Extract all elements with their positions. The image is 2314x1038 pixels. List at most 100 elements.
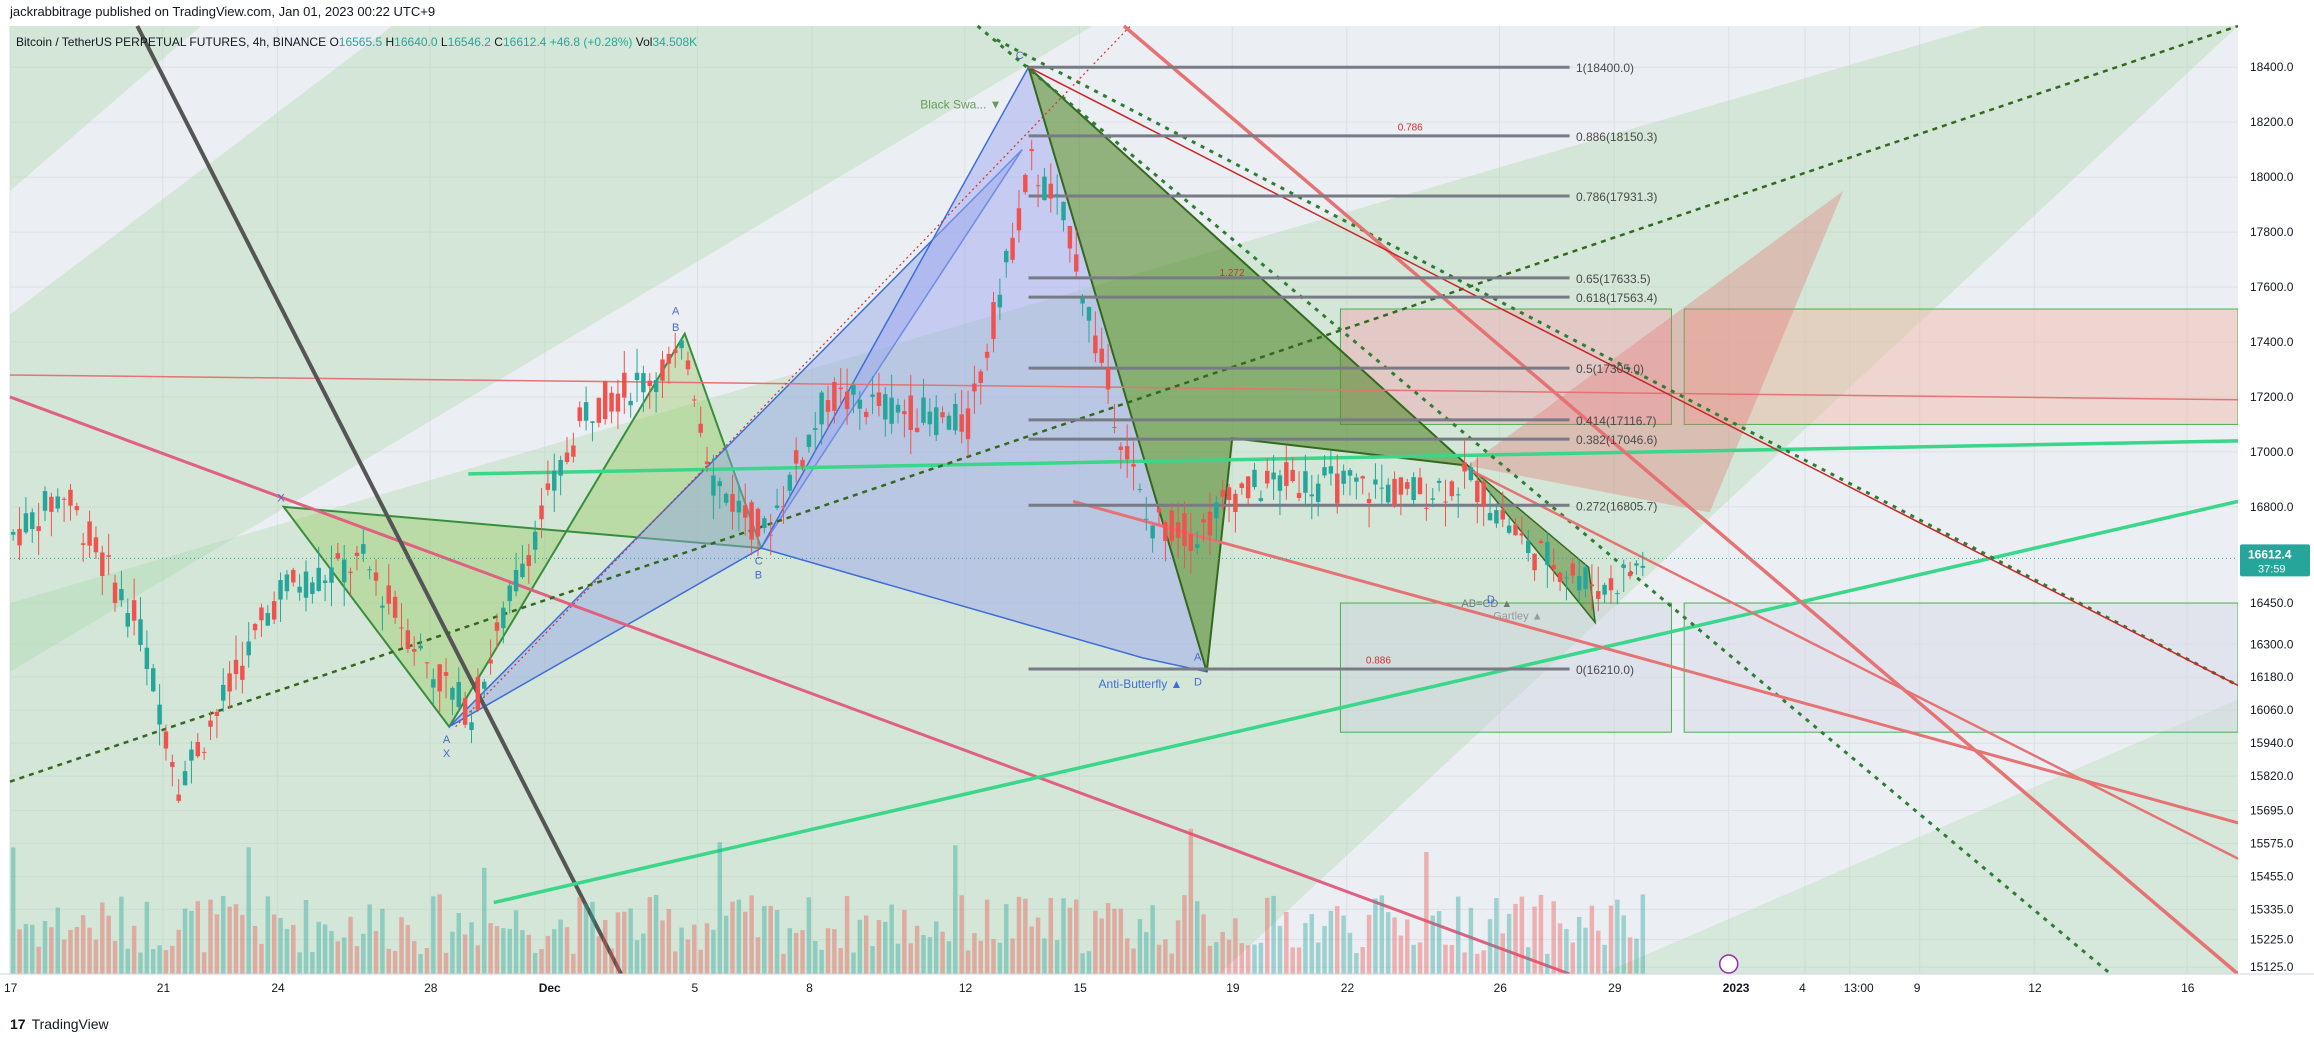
candle-body <box>583 402 589 421</box>
volume-bar <box>437 894 442 974</box>
candle-body <box>615 393 621 412</box>
footer-brand[interactable]: TradingView <box>31 1016 109 1032</box>
volume-bar <box>380 908 385 974</box>
candle-body <box>838 387 843 390</box>
volume-bar <box>545 935 551 974</box>
volume-bar <box>475 945 481 974</box>
candle-body <box>380 605 385 608</box>
volume-bar <box>1366 914 1372 974</box>
price-tag <box>2240 544 2310 577</box>
volume-bar <box>762 906 767 974</box>
volume-bar <box>163 950 169 974</box>
volume-bar <box>978 940 983 974</box>
volume-bar <box>609 948 614 974</box>
volume-bar <box>526 934 532 974</box>
volume-bar <box>246 847 251 974</box>
volume-bar <box>1010 938 1015 974</box>
price-axis-label: 15820.0 <box>2250 769 2294 783</box>
trend-teal-rising <box>493 499 2239 905</box>
price-axis-label: 16180.0 <box>2250 670 2294 684</box>
volume-bar <box>558 919 563 974</box>
candle-body <box>303 571 309 598</box>
volume-bar <box>303 899 309 974</box>
candle-body <box>119 589 124 601</box>
volume-bar <box>361 933 366 974</box>
time-axis-label: 12 <box>2028 981 2042 995</box>
candle-body <box>558 459 563 476</box>
candle-body <box>424 662 430 664</box>
volume-bar <box>552 929 557 974</box>
volume-bar <box>997 942 1003 974</box>
volume-bar <box>679 927 684 974</box>
volume-bar <box>240 914 245 974</box>
volume-bar <box>641 933 646 974</box>
candle-body <box>889 397 894 424</box>
candle-body <box>1532 553 1537 571</box>
candle-body <box>997 294 1003 308</box>
volume-bar <box>1621 915 1626 974</box>
candle-body <box>1615 593 1620 595</box>
candle-body <box>1506 525 1512 533</box>
candle-body <box>1366 499 1372 503</box>
candle-body <box>189 749 194 761</box>
volume-bar <box>494 926 500 974</box>
volume-bar <box>1188 828 1194 974</box>
volume-bar <box>1335 906 1340 974</box>
candle-body <box>552 470 557 491</box>
candle-body <box>30 512 35 530</box>
price-axis-label: 18400.0 <box>2250 60 2294 74</box>
volume-bar <box>1194 901 1200 974</box>
candle-body <box>666 353 672 364</box>
volume-bar <box>692 924 697 974</box>
price-axis-label: 15455.0 <box>2250 869 2294 883</box>
fib-level-label: 0(16210.0) <box>1576 663 1634 677</box>
candle-body <box>1029 149 1034 151</box>
volume-bar <box>857 919 863 974</box>
candle-body <box>1054 194 1060 196</box>
volume-bar <box>825 928 831 974</box>
volume-bar <box>233 904 239 974</box>
volume-bar <box>1417 942 1423 974</box>
fib-level-label: 1(18400.0) <box>1576 61 1634 75</box>
volume-bar <box>672 951 678 974</box>
candle-body <box>1105 367 1111 390</box>
volume-bar <box>386 948 391 974</box>
tradingview-logo-icon[interactable]: 17 <box>10 1016 26 1032</box>
volume-bar <box>870 945 875 974</box>
volume-bar <box>768 905 773 974</box>
volume-bar <box>946 941 952 974</box>
candle-body <box>348 571 353 573</box>
volume-bar <box>1500 933 1505 974</box>
candle-body <box>163 731 169 749</box>
candle-body <box>93 537 99 553</box>
volume-bar <box>87 927 92 974</box>
candle-body <box>1284 462 1289 486</box>
volume-bar <box>1093 910 1098 974</box>
trend-red-steep-1 <box>1122 24 2240 976</box>
candle-body <box>972 383 977 392</box>
candle-body <box>240 665 245 680</box>
volume-bar <box>863 915 869 974</box>
candle-body <box>1322 467 1327 476</box>
volume-bar <box>774 910 780 974</box>
green-band-corner <box>10 26 201 191</box>
pattern-point-b: B <box>672 322 679 334</box>
time-axis-label: 26 <box>1494 981 1508 995</box>
candle-body <box>151 668 156 692</box>
time-axis-label: 17 <box>4 981 18 995</box>
time-axis-label: 9 <box>1914 981 1921 995</box>
candle-body <box>195 741 201 757</box>
time-axis-label: 28 <box>424 981 438 995</box>
volume-bar <box>1054 940 1060 974</box>
candle-body <box>768 534 773 536</box>
candle-body <box>1596 591 1601 599</box>
candle-body <box>1494 510 1499 524</box>
candle-body <box>482 681 487 689</box>
volume-bar <box>176 929 181 974</box>
candle-body <box>227 673 232 692</box>
legend-part: 16546.2 <box>448 35 492 49</box>
volume-bar <box>1322 925 1327 974</box>
price-axis-label: 15575.0 <box>2250 836 2294 850</box>
chart-area[interactable]: 1(18400.0) 0.886(18150.3) 0.786(17931.3) 0.… <box>0 24 2314 1012</box>
candle-body <box>1551 564 1556 570</box>
